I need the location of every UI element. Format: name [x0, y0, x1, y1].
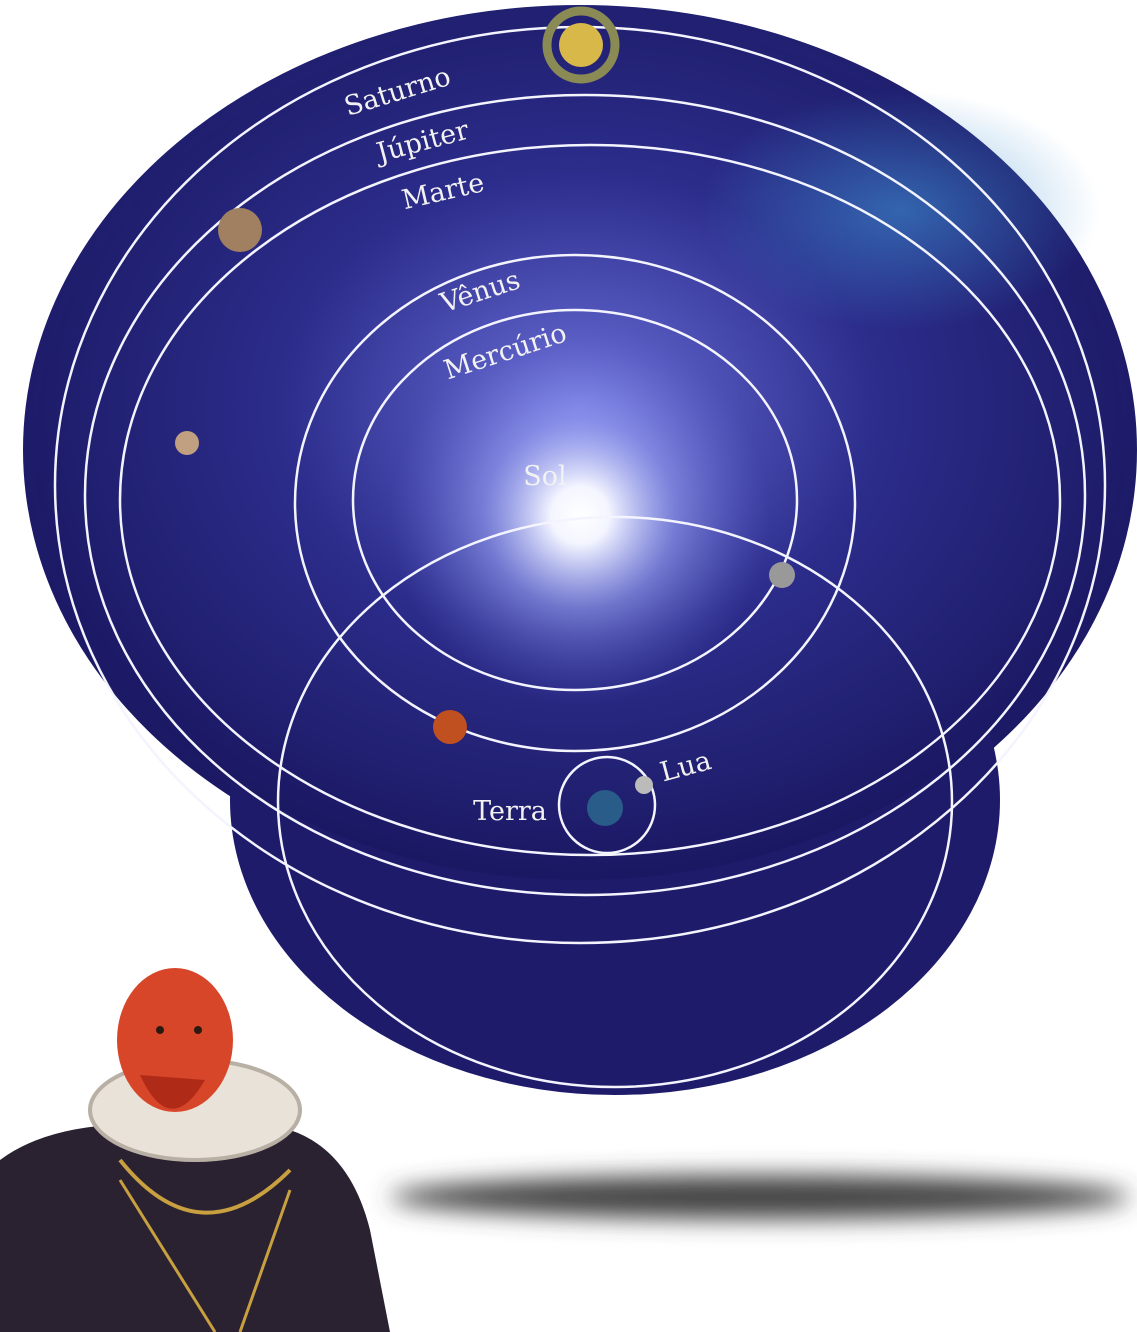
saturn [559, 23, 603, 67]
background-shape [23, 5, 1137, 1095]
mars [175, 431, 199, 455]
orbit-lua [557, 755, 657, 855]
orbit-marte [118, 143, 1062, 857]
orbit-jupiter [83, 93, 1087, 897]
saturn-ring [542, 6, 620, 84]
orbit-mercurio [351, 308, 799, 692]
jupiter [218, 208, 262, 252]
label: Terra [473, 796, 547, 827]
shadow [390, 1175, 1130, 1219]
orbit-sol [276, 515, 954, 1089]
portrait [0, 968, 390, 1332]
moon [635, 776, 653, 794]
venus [433, 710, 467, 744]
earth [587, 790, 623, 826]
planets [175, 6, 795, 826]
orbits [53, 25, 1107, 1089]
label: Sol [523, 461, 566, 492]
orbit-venus [293, 253, 857, 753]
mercury [769, 562, 795, 588]
